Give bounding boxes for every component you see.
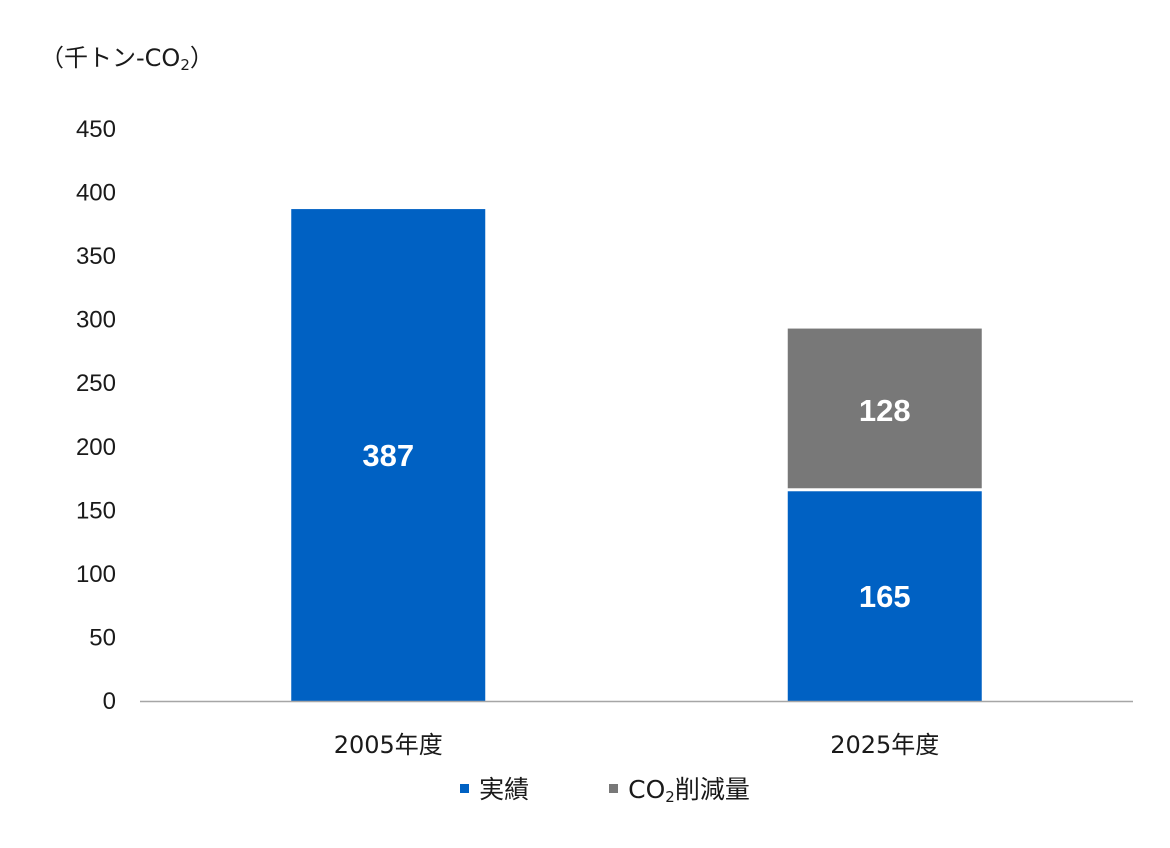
y-tick-label: 0 [103, 688, 116, 715]
y-tick-label: 300 [76, 307, 116, 334]
bar-co2-reduction [787, 328, 982, 489]
legend-swatch-co2-reduction [609, 783, 619, 793]
data-label: 387 [362, 438, 414, 473]
legend-swatch-actual [460, 783, 470, 793]
data-label: 165 [859, 579, 911, 614]
legend-label-actual: 実績 [479, 775, 530, 804]
x-category-label: 2005年度 [334, 731, 443, 759]
y-tick-label: 450 [76, 116, 116, 143]
legend-item-co2-reduction: CO2削減量 [569, 770, 750, 806]
y-tick-label: 400 [76, 180, 116, 207]
x-category-label: 2025年度 [830, 731, 939, 759]
bar-actual [291, 209, 486, 701]
y-tick-label: 100 [76, 561, 116, 588]
bar-actual [787, 491, 982, 701]
y-tick-label: 150 [76, 497, 116, 524]
legend-item-actual: 実績 [420, 770, 529, 806]
y-tick-label: 50 [89, 624, 116, 651]
y-tick-label: 350 [76, 243, 116, 270]
data-label: 128 [859, 393, 911, 428]
y-axis-unit-label: （千トン-CO2） [40, 44, 214, 74]
legend-label-co2-reduction: CO2削減量 [628, 775, 750, 806]
y-tick-label: 200 [76, 434, 116, 461]
chart-legend: 実績 CO2削減量 [0, 770, 1170, 806]
y-tick-label: 250 [76, 370, 116, 397]
